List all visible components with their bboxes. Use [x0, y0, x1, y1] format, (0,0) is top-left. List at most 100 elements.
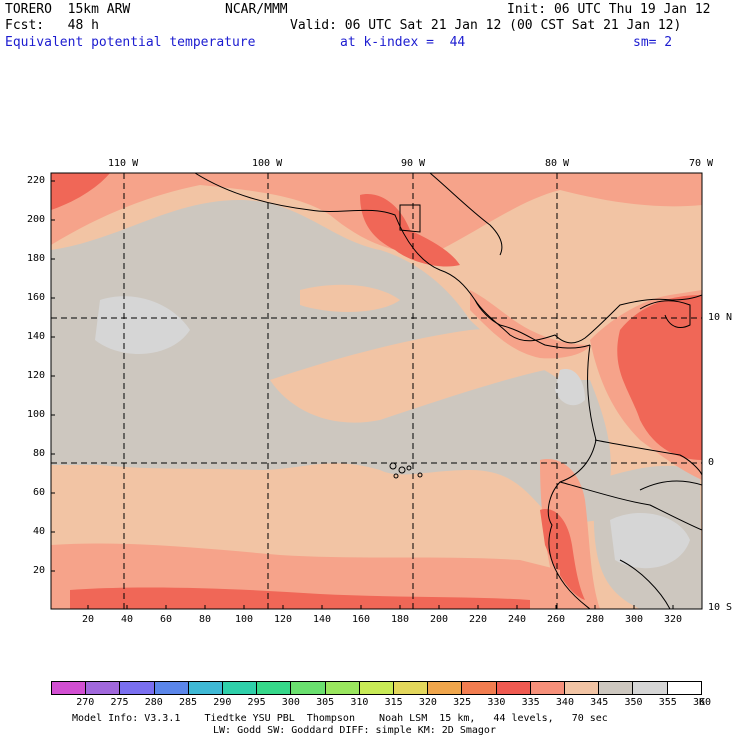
color-scale-label: 280: [144, 697, 163, 708]
lon-label-70w: 70 W: [689, 158, 714, 169]
x-tick: 300: [625, 614, 644, 625]
lat-label-0: 0: [708, 457, 715, 468]
field-350-patch: [555, 369, 585, 406]
physics-info: LW: Godd SW: Goddard DIFF: simple KM: 2D…: [213, 725, 496, 736]
x-tick: 220: [469, 614, 488, 625]
valid-time: Valid: 06 UTC Sat 21 Jan 12 (00 CST Sat …: [290, 18, 682, 33]
color-scale-label: 285: [179, 697, 198, 708]
x-tick: 40: [121, 614, 134, 625]
smoothing-label: sm= 2: [633, 35, 673, 50]
x-tick: 60: [160, 614, 173, 625]
x-tick: 240: [508, 614, 527, 625]
x-tick: 100: [235, 614, 254, 625]
color-scale-label: 305: [316, 697, 335, 708]
color-scale-label: 360: [692, 697, 712, 708]
color-scale-label: 275: [110, 697, 129, 708]
y-tick: 100: [27, 409, 46, 420]
color-swatch: [223, 682, 258, 694]
map-frame: [50, 172, 703, 610]
color-scale-label: 335: [521, 697, 540, 708]
color-swatch: [667, 682, 701, 694]
lat-label-10n: 10 N: [708, 312, 733, 323]
field-335-isthmus: [470, 290, 590, 359]
color-swatch: [291, 682, 326, 694]
lon-label-90w: 90 W: [401, 158, 426, 169]
color-swatch: [599, 682, 634, 694]
color-scale-label: 345: [590, 697, 609, 708]
field-350-patch: [95, 296, 190, 354]
y-tick: 20: [33, 565, 46, 576]
color-swatch: [428, 682, 463, 694]
color-scale-label: 295: [247, 697, 266, 708]
x-tick: 80: [199, 614, 212, 625]
color-swatch: [633, 682, 668, 694]
field-340-band: [270, 329, 545, 423]
color-swatch: [120, 682, 155, 694]
x-tick: 160: [352, 614, 371, 625]
x-tick: 120: [274, 614, 293, 625]
y-tick: 60: [33, 487, 46, 498]
coastlines: [194, 173, 702, 609]
color-swatch: [257, 682, 292, 694]
color-swatch: [530, 682, 566, 694]
lon-label-100w: 100 W: [252, 158, 283, 169]
x-tick: 140: [313, 614, 332, 625]
field-name: Equivalent potential temperature: [5, 35, 256, 50]
color-swatch: [496, 682, 531, 694]
x-tick: 20: [82, 614, 95, 625]
axis-ticks: [51, 180, 674, 609]
model-info: Model Info: V3.3.1 Tiedtke YSU PBL Thomp…: [72, 713, 608, 724]
color-swatch: [188, 682, 224, 694]
color-scale-label: 315: [384, 697, 403, 708]
color-swatch: [462, 682, 497, 694]
color-scale-label: K: [698, 697, 706, 708]
color-swatch: [359, 682, 395, 694]
init-time: Init: 06 UTC Thu 19 Jan 12: [507, 2, 711, 17]
y-tick: 40: [33, 526, 46, 537]
color-scale-bar: [51, 681, 702, 695]
color-swatch: [565, 682, 600, 694]
field-350-land: [610, 512, 690, 569]
y-tick: 140: [27, 331, 46, 342]
color-swatch: [52, 682, 87, 694]
y-tick: 80: [33, 448, 46, 459]
color-scale-label: 350: [624, 697, 643, 708]
model-title: TORERO 15km ARW: [5, 2, 131, 17]
color-scale-label: 330: [487, 697, 506, 708]
color-scale-label: 300: [281, 697, 300, 708]
y-tick: 160: [27, 292, 46, 303]
theta-e-field: [51, 173, 702, 609]
x-tick: 280: [586, 614, 605, 625]
field-340-band: [300, 284, 400, 312]
color-swatch: [154, 682, 189, 694]
color-scale-label: 310: [350, 697, 369, 708]
x-tick: 260: [547, 614, 566, 625]
color-swatch: [325, 682, 360, 694]
color-scale-label: 320: [418, 697, 437, 708]
x-tick: 200: [430, 614, 449, 625]
graticule: [51, 173, 702, 609]
forecast-hour: Fcst: 48 h: [5, 18, 99, 33]
color-scale-label: 355: [658, 697, 677, 708]
field-330-colombia: [617, 295, 702, 460]
y-tick: 120: [27, 370, 46, 381]
field-330-peru: [540, 509, 585, 600]
organization-label: NCAR/MMM: [225, 2, 288, 17]
field-330-south: [70, 587, 530, 609]
color-scale-label: 270: [76, 697, 95, 708]
field-330-north: [51, 173, 110, 210]
color-swatch: [394, 682, 429, 694]
lon-label-80w: 80 W: [545, 158, 570, 169]
y-tick: 220: [27, 175, 46, 186]
y-tick: 200: [27, 214, 46, 225]
level-label: at k-index = 44: [340, 35, 466, 50]
color-swatch: [86, 682, 121, 694]
color-scale-label: 325: [453, 697, 472, 708]
color-scale-label: 290: [213, 697, 232, 708]
lon-label-110w: 110 W: [108, 158, 139, 169]
color-scale-label: 340: [555, 697, 574, 708]
lat-label-10s: 10 S: [708, 602, 733, 613]
x-tick: 320: [664, 614, 683, 625]
